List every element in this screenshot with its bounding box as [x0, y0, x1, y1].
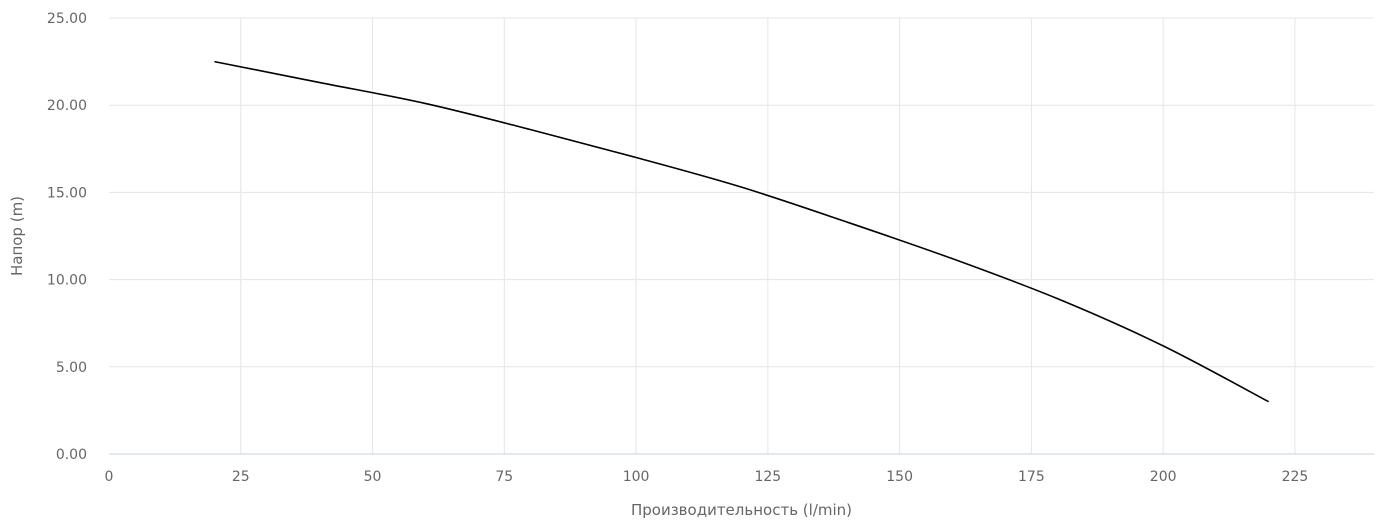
series-line [214, 60, 1269, 403]
x-tick-label: 0 [105, 469, 114, 485]
x-tick-label: 225 [1282, 469, 1309, 485]
x-axis-title: Производительность (l/min) [631, 501, 852, 519]
y-tick-label: 10.00 [47, 273, 87, 289]
x-tick-label: 75 [495, 469, 513, 485]
y-tick-label: 15.00 [47, 185, 87, 201]
series-layer [214, 60, 1269, 403]
y-axis-title: Напор (m) [8, 196, 26, 276]
y-tick-label: 5.00 [56, 360, 87, 376]
tick-label-layer: 0.00 5.00 10.00 15.00 20.00 25.00 0 25 50 75 100 12… [47, 11, 1308, 485]
x-tick-label: 50 [364, 469, 382, 485]
x-tick-label: 25 [232, 469, 250, 485]
x-tick-label: 175 [1018, 469, 1045, 485]
grid-layer [109, 17, 1374, 454]
x-tick-label: 100 [623, 469, 650, 485]
y-tick-label: 25.00 [47, 11, 87, 27]
y-tick-label: 20.00 [47, 98, 87, 114]
y-tick-label: 0.00 [56, 447, 87, 463]
x-tick-label: 150 [886, 469, 913, 485]
x-tick-label: 200 [1150, 469, 1177, 485]
x-tick-label: 125 [754, 469, 781, 485]
